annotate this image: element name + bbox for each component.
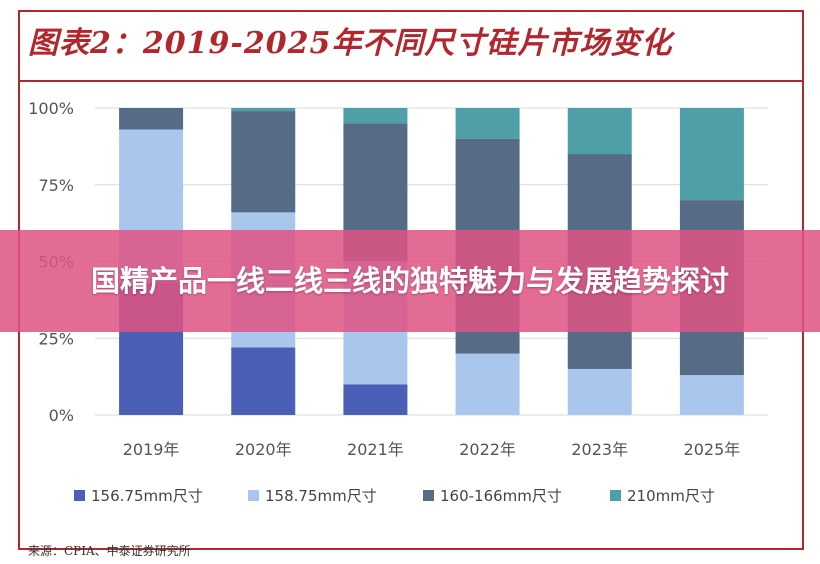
legend-label: 210mm尺寸 (627, 487, 715, 505)
x-tick-label: 2019年 (123, 440, 180, 459)
bar-segment (231, 111, 296, 213)
legend-swatch (74, 490, 85, 501)
title-divider (18, 80, 804, 82)
legend-label: 156.75mm尺寸 (91, 487, 203, 505)
legend-swatch (248, 490, 259, 501)
banner-text: 国精产品一线二线三线的独特魅力与发展趋势探讨 (90, 264, 729, 298)
bar-segment (679, 108, 744, 201)
bar-segment (119, 108, 184, 130)
legend-swatch (423, 490, 434, 501)
bar-segment (455, 108, 520, 139)
y-tick-label: 25% (38, 329, 74, 348)
source-note: 来源：CPIA、中泰证券研究所 (28, 544, 191, 558)
overlay-banner: 国精产品一线二线三线的独特魅力与发展趋势探讨 (0, 230, 820, 332)
chart-title: 图表2：2019-2025年不同尺寸硅片市场变化 (28, 26, 673, 61)
x-tick-label: 2021年 (347, 440, 404, 459)
y-tick-label: 100% (28, 99, 74, 118)
bar-segment (231, 108, 296, 112)
bar-segment (343, 384, 408, 415)
legend-label: 160-166mm尺寸 (440, 487, 562, 505)
bar-segment (231, 347, 296, 415)
y-tick-label: 75% (38, 176, 74, 195)
x-tick-label: 2022年 (459, 440, 516, 459)
bar-segment (679, 375, 744, 415)
x-tick-label: 2025年 (684, 440, 741, 459)
bar-segment (455, 353, 520, 415)
bar-segment (567, 368, 632, 415)
x-tick-label: 2023年 (571, 440, 628, 459)
legend-label: 158.75mm尺寸 (265, 487, 377, 505)
bar-segment (343, 108, 408, 124)
x-tick-label: 2020年 (235, 440, 292, 459)
legend-swatch (610, 490, 621, 501)
bar-segment (567, 108, 632, 155)
y-tick-label: 0% (49, 406, 74, 425)
